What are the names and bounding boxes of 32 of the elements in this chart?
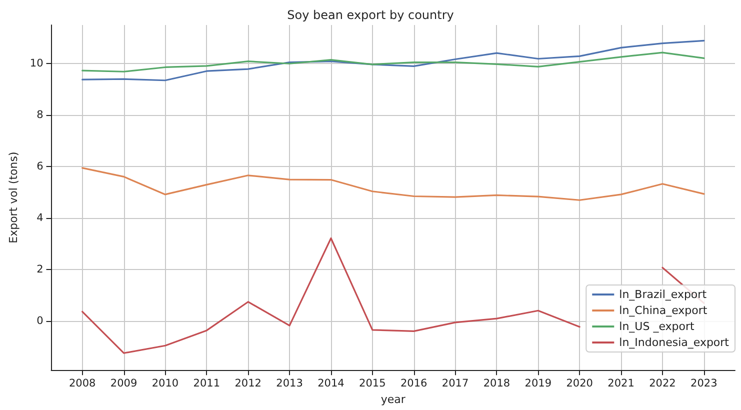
y-tick-label: 0	[36, 315, 44, 328]
x-tick-label: 2018	[483, 378, 510, 390]
x-tick-label: 2008	[68, 378, 96, 390]
x-tick-label: 2020	[566, 378, 593, 390]
legend-label: ln_Brazil_export	[619, 288, 708, 301]
x-tick-label: 2017	[442, 378, 469, 390]
legend-label: ln_US _export	[619, 320, 696, 333]
y-tick-label: 2	[36, 264, 44, 276]
x-tick-label: 2011	[193, 378, 220, 390]
x-tick-label: 2014	[318, 378, 345, 390]
y-tick-label: 8	[36, 109, 44, 122]
chart-title: Soy bean export by country	[287, 8, 454, 22]
line-series	[82, 52, 705, 72]
x-tick-label: 2023	[690, 378, 718, 390]
line-series	[82, 167, 705, 201]
y-tick-label: 4	[36, 212, 44, 224]
legend-label: ln_Indonesia_export	[619, 336, 730, 349]
line-series	[82, 40, 705, 82]
x-tick-label: 2013	[276, 378, 303, 390]
y-axis-title: Export vol (tons)	[7, 152, 20, 244]
y-tick-label: 6	[36, 160, 44, 173]
x-tick-label: 2021	[608, 378, 634, 390]
x-tick-label: 2016	[400, 378, 428, 390]
legend-label: ln_China_export	[619, 304, 708, 317]
x-axis-title: year	[380, 393, 406, 406]
y-tick-label: 10	[30, 58, 44, 70]
x-tick-label: 2012	[234, 378, 262, 390]
x-tick-label: 2009	[110, 378, 138, 390]
x-tick-label: 2022	[649, 378, 676, 390]
x-tick-label: 2019	[524, 378, 552, 390]
x-tick-label: 2010	[152, 378, 179, 390]
x-tick-label: 2015	[359, 378, 386, 390]
